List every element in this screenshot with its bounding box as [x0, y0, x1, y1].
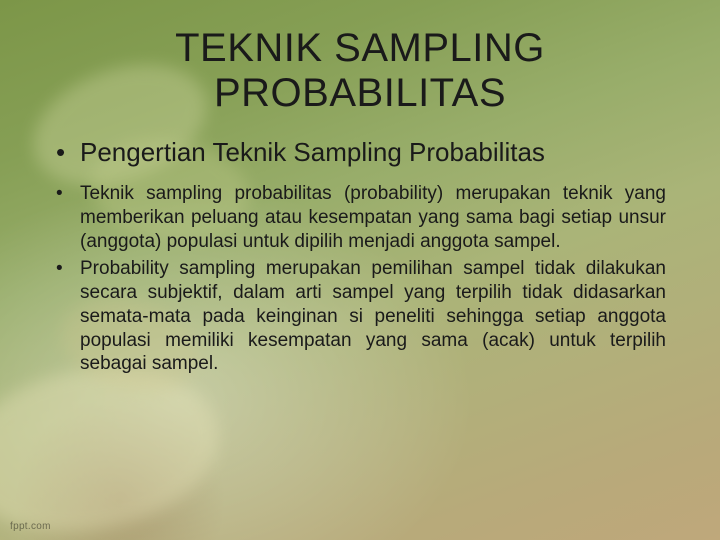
slide-title: TEKNIK SAMPLING PROBABILITAS — [48, 26, 672, 116]
bullet-list-level1: Pengertian Teknik Sampling Probabilitas — [48, 136, 672, 169]
bullet-level1-text: Pengertian Teknik Sampling Probabilitas — [80, 137, 545, 167]
bullet-list-level2: Teknik sampling probabilitas (probabilit… — [48, 182, 672, 376]
slide-content: TEKNIK SAMPLING PROBABILITAS Pengertian … — [0, 0, 720, 540]
slide: TEKNIK SAMPLING PROBABILITAS Pengertian … — [0, 0, 720, 540]
bullet-level2-item: Probability sampling merupakan pemilihan… — [54, 257, 666, 376]
footer-watermark: fppt.com — [10, 521, 51, 532]
bullet-level2-text: Probability sampling merupakan pemilihan… — [80, 258, 666, 374]
bullet-level2-text: Teknik sampling probabilitas (probabilit… — [80, 183, 666, 252]
title-line-2: PROBABILITAS — [214, 71, 506, 115]
bullet-level2-item: Teknik sampling probabilitas (probabilit… — [54, 182, 666, 253]
title-line-1: TEKNIK SAMPLING — [175, 26, 545, 70]
bullet-level1-item: Pengertian Teknik Sampling Probabilitas — [54, 136, 666, 169]
